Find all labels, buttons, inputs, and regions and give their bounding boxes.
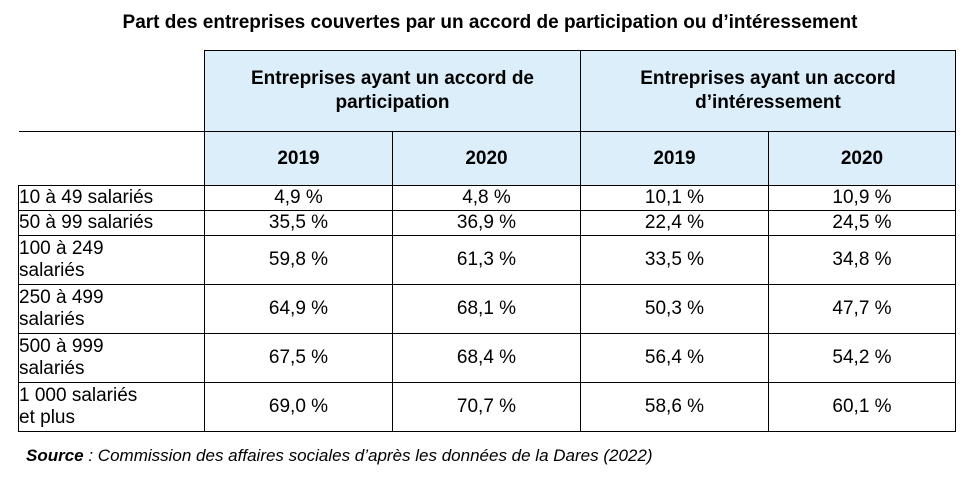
- table-cell: 59,8 %: [204, 235, 393, 285]
- row-label: 1 000 salariés et plus: [18, 382, 205, 432]
- table-cell: 58,6 %: [580, 382, 769, 432]
- row-label: 250 à 499 salariés: [18, 284, 205, 334]
- row-label: 100 à 249 salariés: [18, 235, 205, 285]
- table-cell: 68,1 %: [392, 284, 581, 334]
- table-cell: 47,7 %: [767, 284, 957, 334]
- table-cell: 61,3 %: [392, 235, 581, 285]
- source-text: : Commission des affaires sociales d’apr…: [83, 446, 653, 465]
- table-cell: 10,1 %: [580, 185, 769, 211]
- group-header-interessement: Entreprises ayant un accord d’intéressem…: [579, 50, 957, 132]
- table-row: 50 à 99 salariés 35,5 % 36,9 % 22,4 % 24…: [18, 210, 957, 236]
- row-label-line: 250 à 499: [19, 287, 104, 308]
- year-header: 2019: [580, 131, 769, 186]
- row-label-line: salariés: [19, 260, 85, 281]
- table-cell: 4,9 %: [204, 185, 393, 211]
- table-cell: 67,5 %: [204, 333, 393, 383]
- source-note: Source : Commission des affaires sociale…: [26, 445, 652, 467]
- row-label-line: 10 à 49 salariés: [19, 187, 154, 208]
- table-cell: 10,9 %: [767, 185, 957, 211]
- corner-cell: [18, 131, 205, 186]
- year-header: 2020: [392, 131, 581, 186]
- source-label: Source: [26, 446, 84, 465]
- table-cell: 70,7 %: [392, 382, 581, 432]
- group-header-line: participation: [335, 92, 450, 113]
- row-label-line: et plus: [19, 407, 75, 428]
- row-label: 50 à 99 salariés: [18, 210, 205, 236]
- row-label-line: 100 à 249: [19, 238, 104, 259]
- table-row: 250 à 499 salariés 64,9 % 68,1 % 50,3 % 4…: [18, 284, 957, 334]
- table-row: 100 à 249 salariés 59,8 % 61,3 % 33,5 % 3…: [18, 235, 957, 285]
- corner-cell: [18, 50, 205, 132]
- table-cell: 35,5 %: [204, 210, 393, 236]
- table-row: 10 à 49 salariés 4,9 % 4,8 % 10,1 % 10,9…: [18, 185, 957, 211]
- table-cell: 34,8 %: [767, 235, 957, 285]
- table-cell: 33,5 %: [580, 235, 769, 285]
- group-header-line: d’intéressement: [695, 92, 841, 113]
- group-header-line: Entreprises ayant un accord: [640, 68, 896, 89]
- group-header-participation: Entreprises ayant un accord de participa…: [204, 50, 581, 132]
- table-cell: 4,8 %: [392, 185, 581, 211]
- row-label-line: 1 000 salariés: [19, 385, 138, 406]
- table-row: 500 à 999 salariés 67,5 % 68,4 % 56,4 % 5…: [18, 333, 957, 383]
- table-cell: 24,5 %: [767, 210, 957, 236]
- table-cell: 60,1 %: [767, 382, 957, 432]
- row-label: 10 à 49 salariés: [18, 185, 205, 211]
- year-header: 2020: [767, 131, 957, 186]
- table-cell: 56,4 %: [580, 333, 769, 383]
- table-cell: 54,2 %: [767, 333, 957, 383]
- table-cell: 69,0 %: [204, 382, 393, 432]
- table-row: 1 000 salariés et plus 69,0 % 70,7 % 58,6…: [18, 382, 957, 432]
- table-title: Part des entreprises couvertes par un ac…: [122, 12, 858, 33]
- row-label: 500 à 999 salariés: [18, 333, 205, 383]
- row-label-line: 500 à 999: [19, 336, 104, 357]
- group-header-row: Entreprises ayant un accord de participa…: [18, 50, 957, 132]
- row-label-line: salariés: [19, 309, 85, 330]
- data-table: Entreprises ayant un accord de participa…: [18, 50, 957, 432]
- table-cell: 68,4 %: [392, 333, 581, 383]
- year-header-row: 2019 2020 2019 2020: [18, 131, 957, 186]
- row-label-line: 50 à 99 salariés: [19, 212, 154, 233]
- table-cell: 50,3 %: [580, 284, 769, 334]
- table-cell: 64,9 %: [204, 284, 393, 334]
- table-cell: 22,4 %: [580, 210, 769, 236]
- year-header: 2019: [204, 131, 393, 186]
- group-header-line: Entreprises ayant un accord de: [251, 68, 534, 89]
- table-cell: 36,9 %: [392, 210, 581, 236]
- row-label-line: salariés: [19, 358, 85, 379]
